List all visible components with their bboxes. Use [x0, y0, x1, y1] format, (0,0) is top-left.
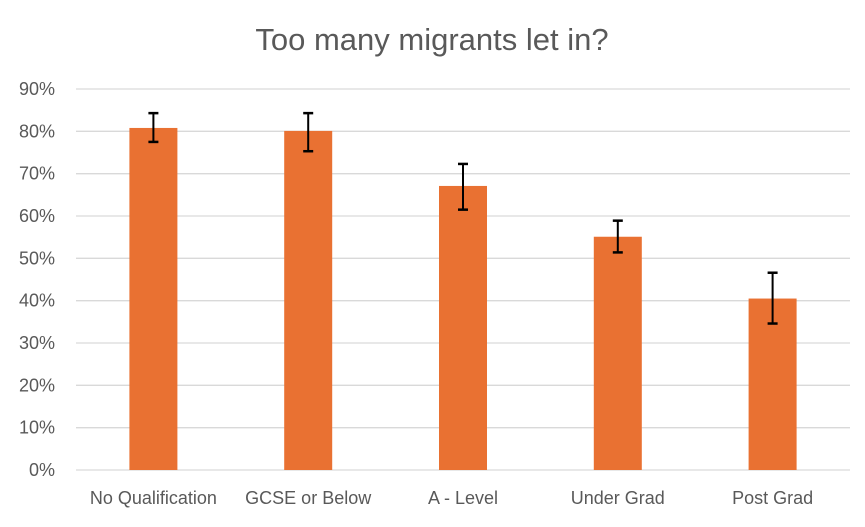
y-tick-label: 50%: [19, 248, 55, 268]
x-tick-label: GCSE or Below: [245, 488, 372, 508]
x-tick-label: Post Grad: [732, 488, 813, 508]
bar: [593, 236, 642, 470]
y-tick-label: 70%: [19, 164, 55, 184]
x-tick-label: Under Grad: [571, 488, 665, 508]
bar: [748, 298, 797, 470]
bar: [129, 127, 178, 471]
y-tick-label: 30%: [19, 333, 55, 353]
y-tick-label: 60%: [19, 206, 55, 226]
chart-title: Too many migrants let in?: [255, 22, 608, 57]
y-tick-label: 10%: [19, 418, 55, 438]
x-tick-label: A - Level: [428, 488, 498, 508]
bar: [284, 130, 333, 470]
y-tick-label: 90%: [19, 79, 55, 99]
y-tick-label: 20%: [19, 375, 55, 395]
x-tick-label: No Qualification: [90, 488, 217, 508]
y-tick-label: 40%: [19, 291, 55, 311]
y-tick-label: 80%: [19, 121, 55, 141]
bar: [439, 185, 487, 470]
y-tick-label: 0%: [29, 460, 55, 480]
